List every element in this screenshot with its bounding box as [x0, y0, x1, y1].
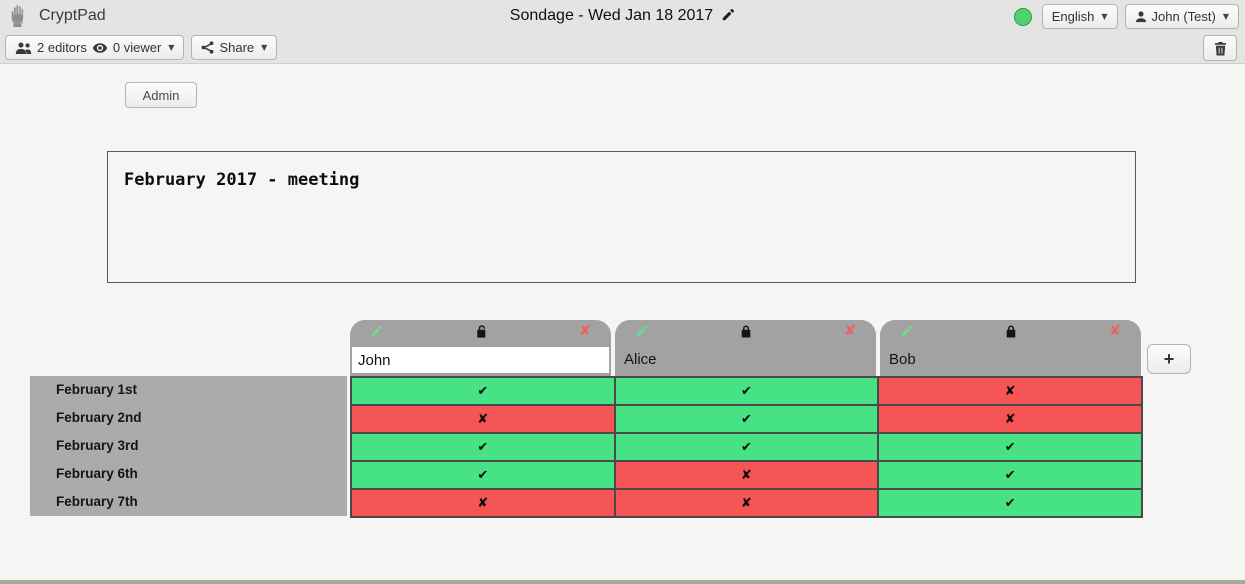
vote-cell[interactable]: ✔ — [351, 461, 615, 489]
admin-button[interactable]: Admin — [125, 82, 197, 108]
trash-icon — [1214, 41, 1227, 56]
users-icon — [15, 41, 32, 55]
chevron-down-icon: ▼ — [168, 43, 175, 52]
editors-count-label: 2 editors — [37, 40, 87, 55]
remove-column-icon[interactable]: ✘ — [844, 323, 856, 339]
bottom-border-strip — [0, 580, 1245, 584]
vote-cell[interactable]: ✘ — [878, 377, 1142, 405]
share-label: Share — [219, 40, 255, 55]
vote-cell[interactable]: ✘ — [614, 461, 879, 489]
vote-cell[interactable]: ✘ — [351, 405, 615, 433]
edit-column-icon[interactable] — [900, 325, 913, 342]
row-label: February 6th — [30, 460, 347, 488]
rename-title-pencil-icon[interactable] — [721, 8, 735, 27]
app-brand: CryptPad — [8, 4, 106, 28]
row-label: February 1st — [30, 376, 347, 404]
chevron-down-icon: ▼ — [261, 43, 268, 52]
vote-cell[interactable]: ✔ — [614, 433, 879, 461]
column-tab-bob: ✘ Bob — [880, 320, 1141, 376]
vote-cell[interactable]: ✔ — [878, 489, 1142, 517]
person-icon — [1135, 10, 1147, 23]
lock-icon[interactable] — [740, 324, 752, 343]
row-label: February 2nd — [30, 404, 347, 432]
chevron-down-icon: ▼ — [1101, 12, 1108, 21]
lock-icon[interactable] — [1005, 324, 1017, 343]
toolbar-right-group: English ▼ John (Test) ▼ — [1013, 4, 1239, 29]
user-menu-dropdown[interactable]: John (Test) ▼ — [1124, 4, 1239, 29]
vote-cell[interactable]: ✔ — [614, 377, 879, 405]
vote-cell[interactable]: ✔ — [878, 461, 1142, 489]
cryptpad-fist-logo-icon — [8, 4, 30, 28]
remove-column-icon[interactable]: ✘ — [579, 323, 591, 339]
toolbar: CryptPad Sondage - Wed Jan 18 2017 Engli… — [0, 0, 1245, 64]
vote-cell[interactable]: ✔ — [351, 377, 615, 405]
app-brand-label: CryptPad — [39, 7, 106, 24]
user-name-label: John (Test) — [1151, 9, 1216, 24]
toolbar-left-group: 2 editors 0 viewer ▼ Share ▼ — [5, 35, 278, 60]
edit-column-icon[interactable] — [370, 325, 383, 342]
column-name: Bob — [889, 351, 916, 368]
vote-cell[interactable]: ✔ — [878, 433, 1142, 461]
eye-icon — [92, 42, 108, 54]
vote-cell[interactable]: ✘ — [351, 489, 615, 517]
row-label: February 3rd — [30, 432, 347, 460]
vote-cell[interactable]: ✘ — [614, 489, 879, 517]
vote-cell[interactable]: ✔ — [614, 405, 879, 433]
toolbar-top-row: CryptPad Sondage - Wed Jan 18 2017 Engli… — [0, 0, 1245, 33]
column-name: Alice — [624, 351, 657, 368]
column-tab-john: ✘ — [350, 320, 611, 376]
connection-status-indicator — [1013, 7, 1032, 26]
language-label: English — [1051, 9, 1095, 24]
remove-column-icon[interactable]: ✘ — [1109, 323, 1121, 339]
poll-row-labels: February 1st February 2nd February 3rd Febr… — [30, 376, 347, 516]
viewers-count-label: 0 viewer — [112, 40, 162, 55]
poll-vote-grid: ✔ ✔ ✘ ✘ ✔ ✘ ✔ ✔ ✔ ✔ ✘ ✔ ✘ ✘ ✔ — [350, 376, 1143, 518]
edit-column-icon[interactable] — [635, 325, 648, 342]
editors-viewers-dropdown[interactable]: 2 editors 0 viewer ▼ — [5, 35, 185, 60]
column-tab-alice: ✘ Alice — [615, 320, 876, 376]
row-label: February 7th — [30, 488, 347, 516]
column-name-input[interactable] — [352, 347, 609, 373]
chevron-down-icon: ▼ — [1222, 12, 1229, 21]
poll-description-textarea[interactable]: February 2017 - meeting — [107, 151, 1136, 283]
share-icon — [201, 41, 214, 54]
document-title: Sondage - Wed Jan 18 2017 — [509, 7, 714, 24]
vote-cell[interactable]: ✘ — [878, 405, 1142, 433]
add-column-button[interactable]: + — [1147, 344, 1191, 374]
trash-button[interactable] — [1203, 35, 1237, 61]
language-dropdown[interactable]: English ▼ — [1041, 4, 1118, 29]
toolbar-bottom-row: 2 editors 0 viewer ▼ Share ▼ — [0, 33, 1245, 63]
share-dropdown[interactable]: Share ▼ — [191, 35, 278, 60]
vote-cell[interactable]: ✔ — [351, 433, 615, 461]
document-title-bar: Sondage - Wed Jan 18 2017 — [300, 7, 945, 27]
poll-table: February 1st February 2nd February 3rd Febr… — [30, 320, 1230, 520]
unlock-icon[interactable] — [474, 324, 487, 343]
